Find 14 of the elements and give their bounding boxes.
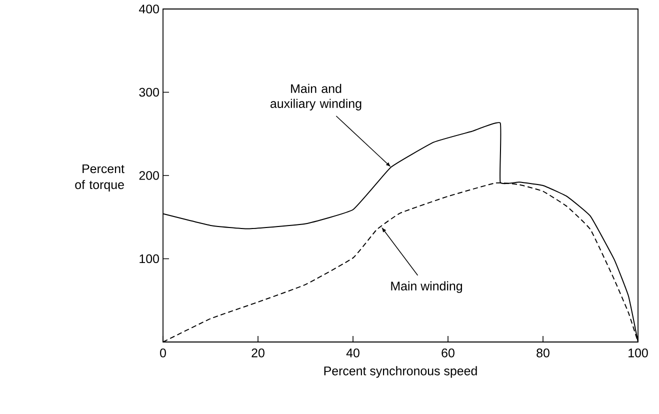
x-tick-label: 60 [442,348,454,358]
y-tick-label: 100 [140,254,159,264]
x-tick-label: 20 [252,348,264,358]
annotation: Main winding [391,281,462,293]
x-tick-label: 80 [536,348,550,358]
x-tick-label: 40 [346,348,360,358]
x-tick-label: 100 [628,348,648,358]
y-tick-label: 300 [139,88,159,97]
annotation: Main and auxiliary winding [270,84,362,110]
x-axis-title: Percent synchronous speed [324,366,477,378]
y-tick-label: 400 [138,4,159,14]
y-tick-label: 200 [139,171,159,180]
x-tick-label: 0 [160,348,166,358]
y-axis-title: Percent of torque [75,164,124,192]
